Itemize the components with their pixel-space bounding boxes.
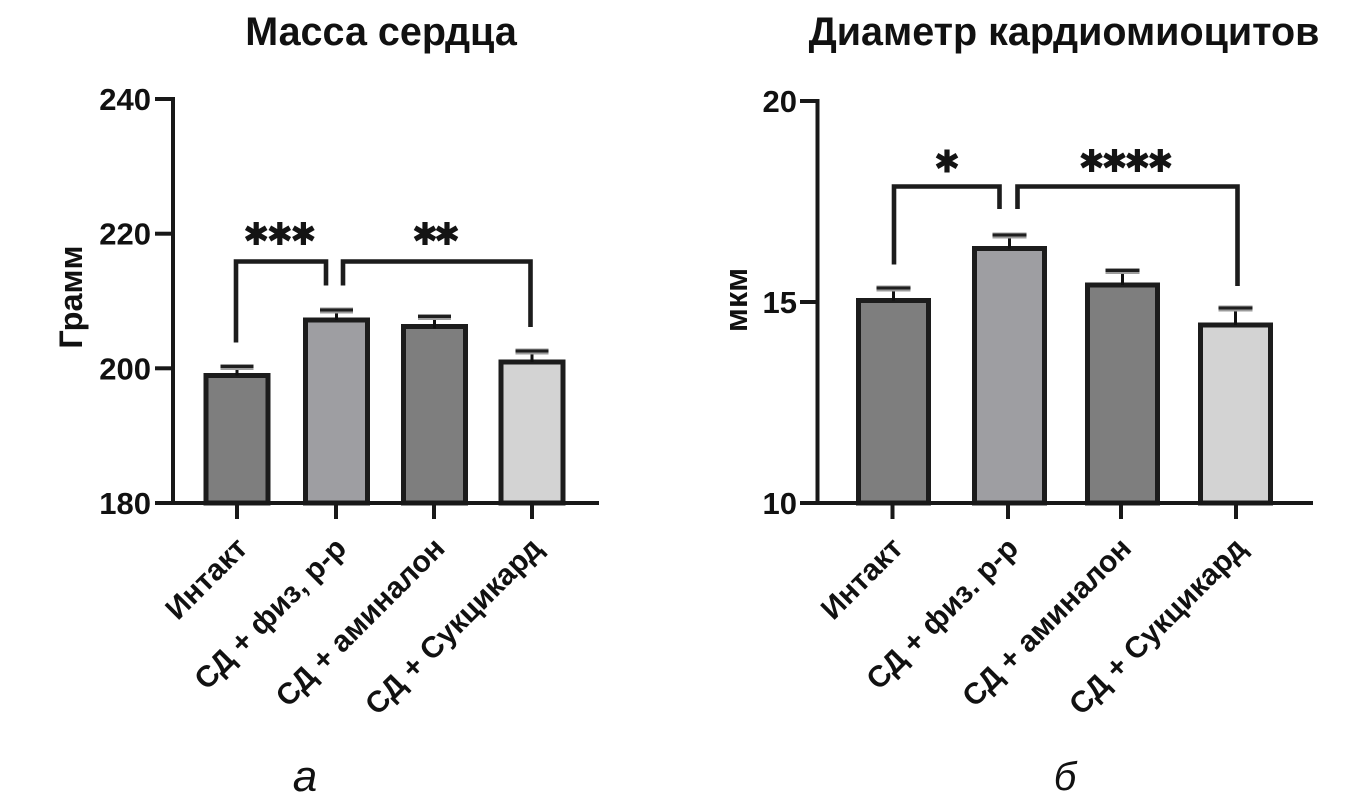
svg-text:180: 180: [99, 486, 151, 521]
svg-text:Грамм: Грамм: [53, 245, 89, 348]
svg-text:а: а: [293, 752, 317, 801]
svg-text:мкм: мкм: [718, 268, 754, 332]
svg-text:Масса сердца: Масса сердца: [245, 10, 518, 54]
svg-text:20: 20: [763, 84, 797, 119]
svg-text:200: 200: [99, 351, 151, 386]
svg-text:б: б: [1054, 755, 1078, 799]
svg-text:10: 10: [763, 486, 797, 521]
svg-text:15: 15: [763, 285, 797, 320]
svg-text:220: 220: [99, 217, 151, 252]
svg-text:240: 240: [99, 82, 151, 117]
svg-text:Диаметр кардиомиоцитов: Диаметр кардиомиоцитов: [809, 10, 1320, 54]
